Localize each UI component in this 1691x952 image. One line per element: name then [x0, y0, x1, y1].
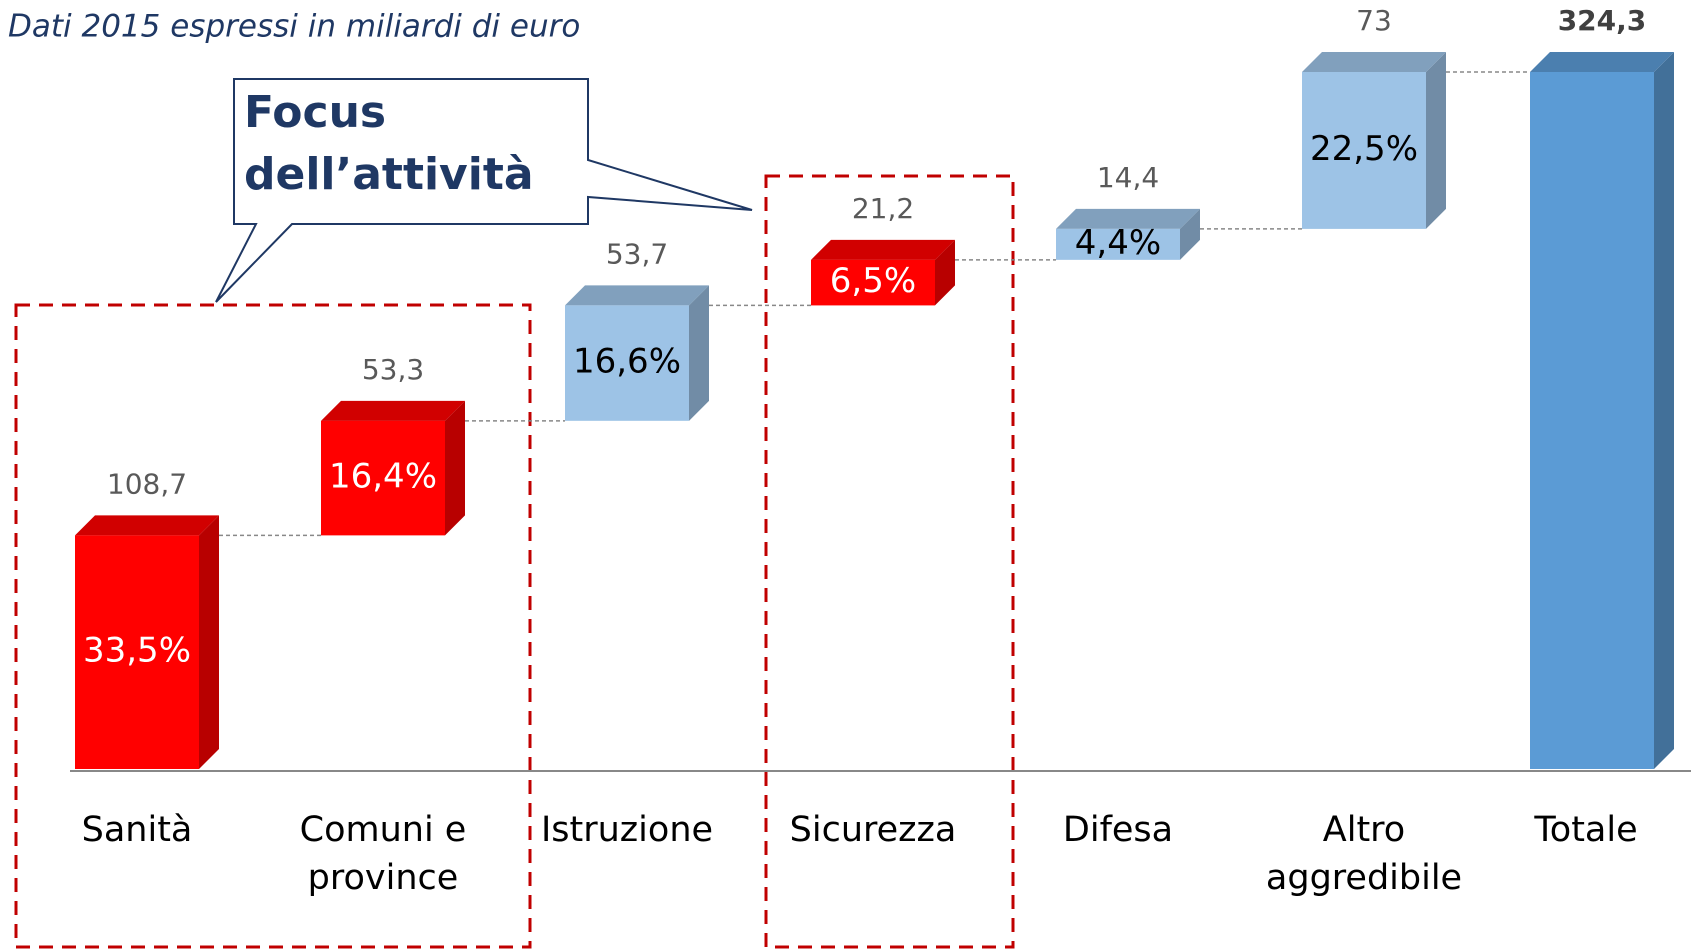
value-label: 73 [1356, 4, 1392, 37]
bar [321, 420, 445, 536]
bar-side [935, 239, 955, 306]
callout-text: Focus dell’attività [244, 87, 534, 200]
callout [215, 78, 753, 303]
value-label: 53,7 [606, 237, 668, 270]
bar [811, 259, 935, 306]
category-label: Totale [1534, 810, 1638, 850]
share-label: 6,5% [830, 261, 916, 301]
bar-top [75, 515, 219, 536]
bar-side [199, 515, 219, 769]
bar-top [1056, 208, 1200, 229]
value-label: 324,3 [1558, 4, 1647, 37]
callout-box: Focus dell’attività [244, 87, 534, 200]
value-label: 21,2 [852, 192, 914, 225]
share-label: 33,5% [83, 631, 191, 671]
bar [565, 305, 689, 421]
bar [1530, 72, 1654, 769]
category-label: Sanità [81, 810, 193, 850]
share-label: 22,5% [1310, 129, 1418, 169]
bar-top [321, 400, 465, 421]
focus-box [764, 174, 1015, 949]
bar [75, 535, 199, 769]
category-label: Istruzione [540, 810, 714, 850]
category-label: Comuni e province [299, 810, 467, 898]
bar-top [565, 285, 709, 306]
category-label: Sicurezza [789, 810, 957, 850]
bar-side [1654, 52, 1674, 769]
bar-top [1302, 52, 1446, 72]
bar [1056, 228, 1180, 260]
bar-top [1530, 52, 1674, 72]
bar-side [445, 400, 465, 536]
value-label: 53,3 [362, 353, 424, 386]
share-label: 16,6% [573, 342, 681, 382]
value-label: 108,7 [107, 467, 187, 500]
share-label: 4,4% [1075, 223, 1161, 263]
bar-side [1426, 52, 1446, 229]
value-label: 14,4 [1097, 161, 1159, 194]
bar-side [689, 285, 709, 421]
subtitle: Dati 2015 espressi in miliardi di euro [8, 9, 580, 45]
category-label: Altro aggredibile [1265, 810, 1463, 898]
category-label: Difesa [1062, 810, 1174, 850]
share-label: 16,4% [329, 457, 437, 497]
bar-side [1180, 208, 1200, 260]
bar [1302, 72, 1426, 229]
focus-box [14, 303, 532, 949]
bar-top [811, 239, 955, 260]
